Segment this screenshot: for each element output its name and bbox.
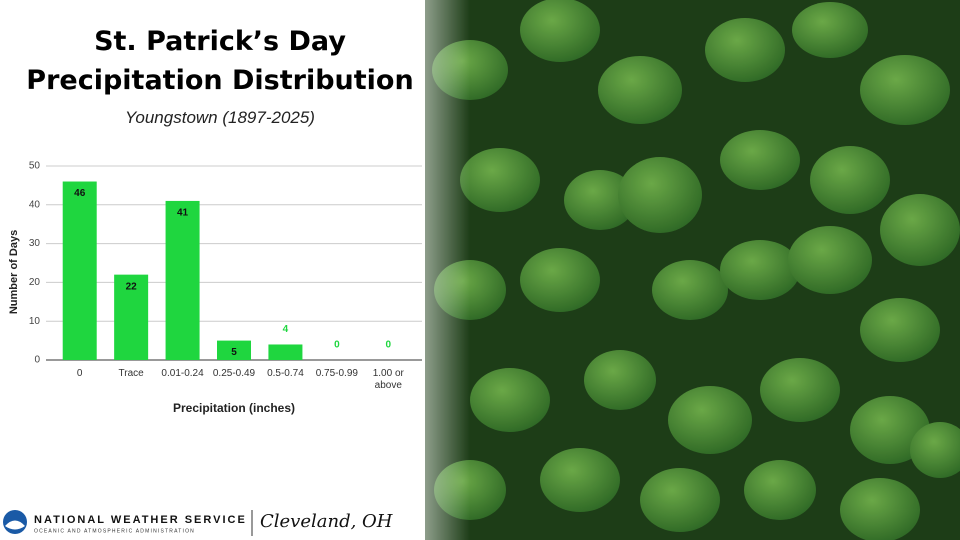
x-tick-label: 0.5-0.74 [267,368,304,379]
y-tick-label: 10 [29,316,41,327]
y-tick-label: 30 [29,238,41,249]
bar [62,181,97,360]
data-label: 0 [386,340,392,351]
data-label: 0 [334,340,340,351]
y-axis-label: Number of Days [8,230,20,314]
x-tick-label: Trace [118,368,144,379]
x-tick-label: 0 [76,368,83,379]
y-tick-label: 40 [29,199,41,210]
clover-background [380,0,960,540]
data-label: 5 [231,347,237,358]
x-tick-label: 0.75-0.99 [315,368,358,379]
agency: NATIONAL WEATHER SERVICE [34,514,247,526]
noaa-logo [3,510,27,534]
data-label: 41 [177,208,189,219]
x-tick-label: 1.00 or above [372,368,404,391]
x-axis-label: Precipitation (inches) [173,401,295,415]
office: Cleveland, OH [260,511,393,532]
y-tick-label: 0 [34,355,40,366]
y-tick-label: 50 [29,161,41,172]
title: St. Patrick’s Day Precipitation Distribu… [26,26,414,96]
agency-sub: OCEANIC AND ATMOSPHERIC ADMINISTRATION [34,528,195,534]
y-tick-label: 20 [29,277,41,288]
subtitle: Youngstown (1897-2025) [125,108,315,127]
bar [165,200,200,360]
x-tick-label: 0.25-0.49 [212,368,256,379]
bar [217,340,251,360]
bar [114,274,149,360]
x-tick-label: 0.01-0.24 [161,368,204,379]
data-label: 4 [283,324,289,335]
bar [268,344,303,360]
data-label: 46 [74,188,86,199]
data-label: 22 [126,281,138,292]
